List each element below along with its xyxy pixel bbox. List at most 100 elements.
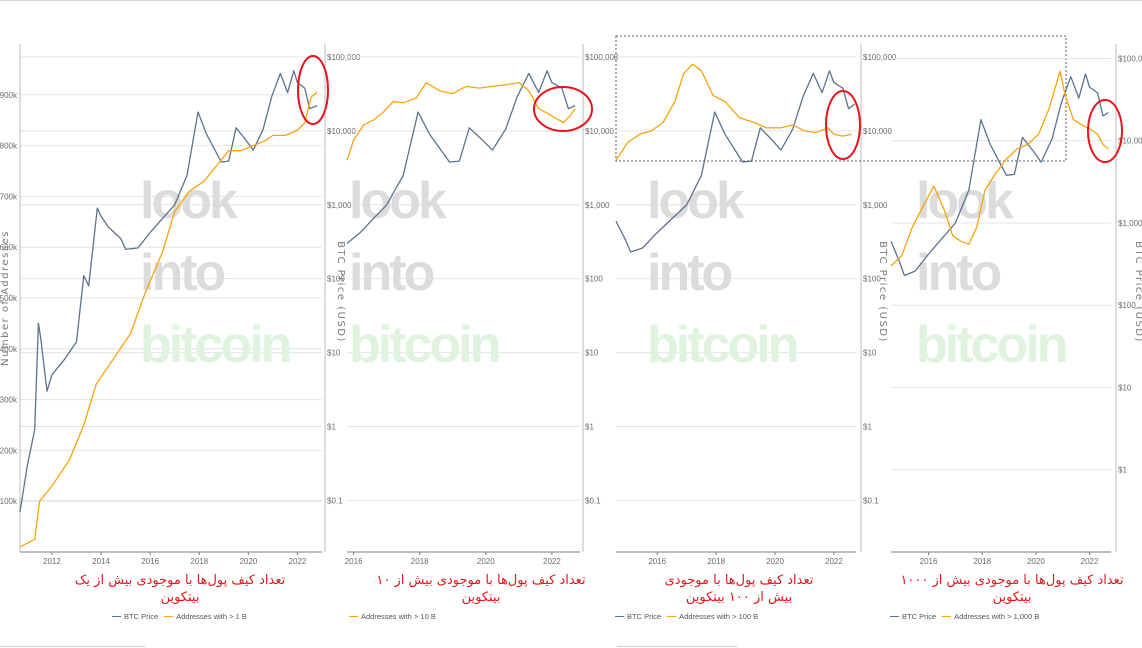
chart-caption: تعداد کیف پول‌ها با موجودی بیش از ۱۰۰۰ ب… [900, 573, 1124, 605]
addresses-line [346, 81, 576, 161]
legend-swatch-addresses [942, 615, 952, 618]
watermark-word: bitcoin [349, 316, 499, 374]
x-tick-label: 2022 [1081, 557, 1099, 566]
x-tick-label: 2016 [920, 557, 938, 566]
highlight-circle [1087, 99, 1123, 163]
legend-label-addresses: Addresses with > 1 B [176, 612, 247, 621]
right-tick-label: $1 [863, 422, 872, 431]
chart-legend: Addresses with > 10 B [349, 612, 436, 621]
right-tick-label: $100 [585, 275, 603, 284]
btc-price-line [615, 70, 855, 253]
btc-price-line [346, 70, 576, 244]
legend-swatch-btc [890, 615, 899, 618]
left-axis-title: Number of Addresses [0, 230, 11, 366]
legend-swatch-addresses [349, 615, 358, 618]
bottom-divider [617, 646, 737, 647]
chart-legend: BTC Price Addresses with > 1,000 B [890, 612, 1039, 621]
chart-legend: BTC Price Addresses with > 1 B [112, 612, 247, 621]
chart-caption: تعداد کیف پول‌ها با موجودی بیش از یک بیت… [74, 573, 286, 605]
right-tick-label: $100,000 [327, 53, 361, 62]
x-tick-label: 2020 [239, 557, 257, 566]
right-tick-label: $10 [863, 349, 877, 358]
right-tick-label: $100,000 [1118, 54, 1142, 63]
x-tick-label: 2020 [1027, 557, 1045, 566]
x-tick-label: 2016 [345, 557, 363, 566]
right-tick-label: $100 [1118, 301, 1136, 310]
watermark-word: look [916, 172, 1014, 230]
x-tick-label: 2016 [648, 557, 666, 566]
left-tick-label: 300k [0, 396, 18, 405]
chart-caption: تعداد کیف پول‌ها با موجودی بیش از ۱۰ بیت… [376, 573, 586, 605]
right-axis-title: BTC Price (USD) [877, 241, 888, 343]
right-tick-label: $100,000 [863, 53, 897, 62]
addresses-line [19, 91, 318, 548]
legend-swatch-addresses [667, 615, 677, 618]
right-tick-label: $10,000 [327, 127, 356, 136]
chart-legend: BTC Price Addresses with > 100 B [615, 612, 758, 621]
right-tick-label: $1,000 [327, 201, 352, 210]
legend-label-btc: BTC Price [902, 612, 937, 621]
watermark-word: look [349, 172, 447, 230]
btc-price-line [19, 70, 318, 512]
chart-panel-1000-btc: look into bitcoin 2016 2018 2020 2022 $1 $10 $100… [888, 0, 1142, 648]
right-tick-label: $1,000 [585, 201, 610, 210]
btc-price-line [890, 73, 1109, 277]
chart-panel-10-btc: look into bitcoin 2016 2018 2020 2022 $0.1 $1 $10… [345, 0, 619, 648]
x-tick-label: 2012 [43, 557, 61, 566]
right-tick-label: $1 [585, 422, 594, 431]
x-tick-label: 2022 [289, 557, 307, 566]
right-tick-label: $0.1 [863, 496, 879, 505]
highlight-circle [825, 90, 861, 160]
left-tick-label: 400k [0, 345, 18, 354]
x-tick-label: 2018 [707, 557, 725, 566]
left-tick-label: 200k [0, 446, 18, 455]
right-tick-label: $1 [327, 422, 336, 431]
highlight-circle [297, 55, 329, 125]
x-tick-label: 2016 [141, 557, 159, 566]
chart-panel-1-btc: look into bitcoin 2012 2014 2016 2018 2020 2022 $… [0, 0, 361, 648]
right-tick-label: $1 [1118, 466, 1127, 475]
watermark-word: bitcoin [647, 316, 797, 374]
left-tick-label: 600k [0, 243, 18, 252]
right-tick-label: $10 [585, 349, 599, 358]
x-tick-label: 2018 [973, 557, 991, 566]
right-tick-label: $100,000 [585, 53, 619, 62]
right-tick-label: $1,000 [863, 201, 888, 210]
chart-svg-1000-btc: look into bitcoin 2016 2018 2020 2022 $1 $10 $100… [890, 44, 1142, 566]
left-tick-label: 700k [0, 192, 18, 201]
x-tick-label: 2018 [411, 557, 429, 566]
right-tick-label: $10 [327, 349, 341, 358]
x-tick-label: 2022 [543, 557, 561, 566]
addresses-line [615, 63, 852, 161]
right-tick-label: $10,000 [585, 127, 614, 136]
left-tick-label: 900k [0, 91, 18, 100]
right-axis-title: BTC Price (USD) [1133, 241, 1142, 343]
legend-label-addresses: Addresses with > 10 B [361, 612, 436, 621]
bottom-divider [0, 646, 145, 647]
watermark-word: bitcoin [916, 316, 1066, 374]
legend-label-addresses: Addresses with > 100 B [679, 612, 759, 621]
legend-swatch-btc [112, 615, 121, 618]
right-tick-label: $100 [327, 275, 345, 284]
right-tick-label: $10 [1118, 383, 1132, 392]
watermark-word: into [916, 244, 1001, 302]
watermark-word: look [140, 172, 238, 230]
right-tick-label: $1,000 [1118, 219, 1142, 228]
legend-label-btc: BTC Price [124, 612, 159, 621]
x-tick-label: 2020 [477, 557, 495, 566]
watermark-word: into [647, 244, 732, 302]
left-tick-label: 100k [0, 497, 18, 506]
left-tick-label: 800k [0, 142, 18, 151]
watermark-word: look [647, 172, 745, 230]
right-tick-label: $10,000 [863, 127, 892, 136]
chart-svg-10-btc: look into bitcoin 2016 2018 2020 2022 $0.1 $1 $10… [345, 44, 619, 566]
chart-svg-100-btc: look into bitcoin 2016 2018 2020 2022 $0.1 $1 $10… [615, 35, 1067, 566]
chart-svg-1-btc: look into bitcoin 2012 2014 2016 2018 2020 2022 $… [0, 44, 361, 566]
watermark-word: into [349, 244, 434, 302]
x-tick-label: 2014 [92, 557, 110, 566]
chart-caption: تعداد کیف پول‌ها با موجودی بیش از ۱۰۰ بی… [664, 573, 814, 605]
right-tick-label: $10,000 [1118, 137, 1142, 146]
addresses-line [890, 70, 1109, 267]
legend-label-btc: BTC Price [627, 612, 662, 621]
x-tick-label: 2020 [766, 557, 784, 566]
